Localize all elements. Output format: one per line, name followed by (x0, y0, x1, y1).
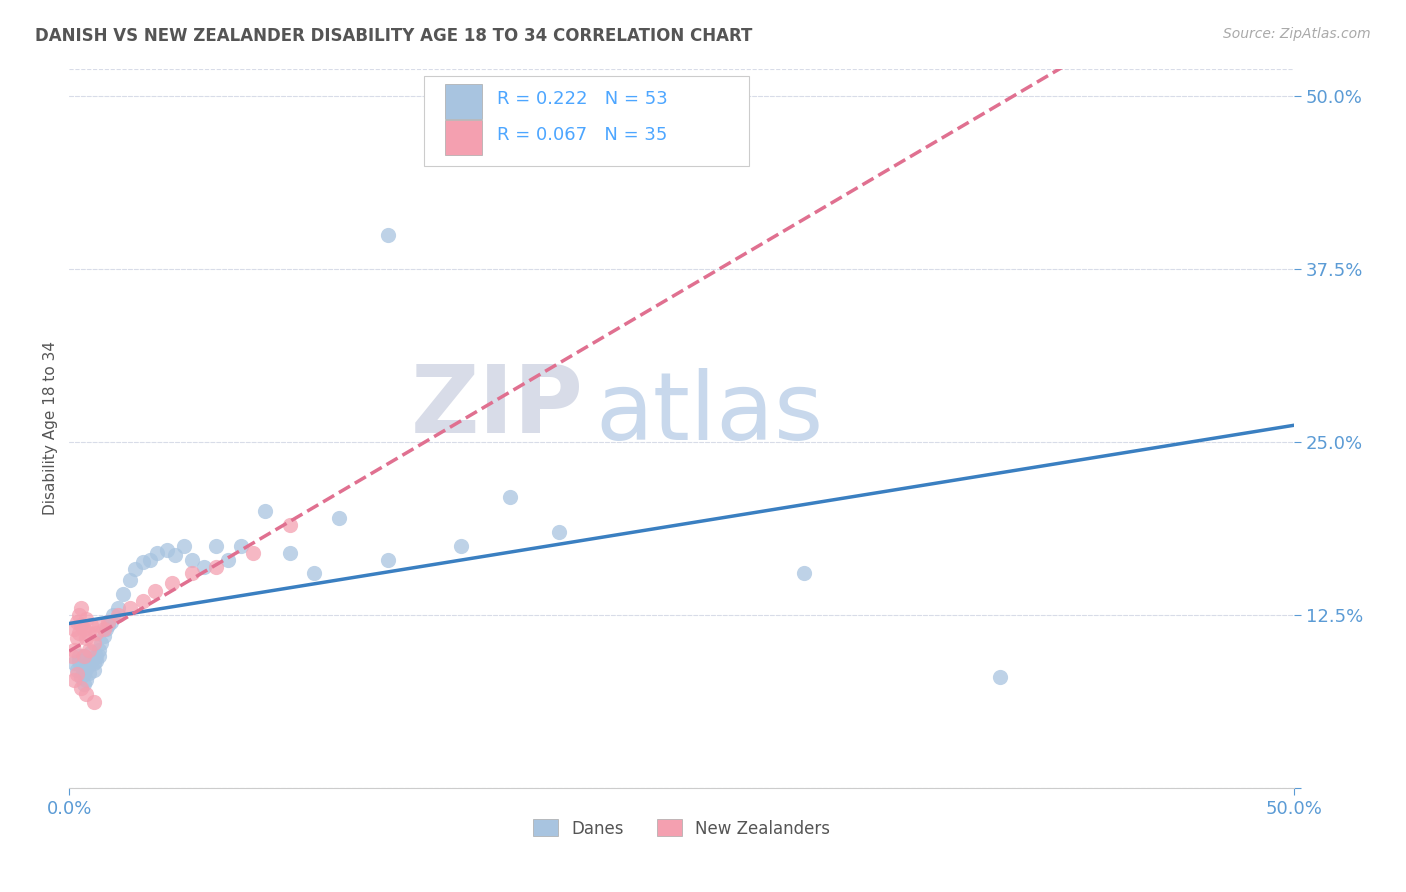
Point (156, 542, 179, 557)
Text: atlas: atlas (596, 368, 824, 459)
Point (988, 670, 1011, 684)
Point (97, 615, 120, 629)
Point (100, 615, 122, 629)
Point (83, 657, 105, 671)
Point (73, 649, 96, 664)
Point (70, 601, 93, 615)
Text: DANISH VS NEW ZEALANDER DISABILITY AGE 18 TO 34 CORRELATION CHART: DANISH VS NEW ZEALANDER DISABILITY AGE 1… (35, 27, 752, 45)
Point (90, 635, 112, 649)
Point (278, 518, 301, 533)
Point (163, 549, 186, 563)
Point (302, 566, 325, 581)
Point (65, 667, 87, 681)
Point (87, 642, 110, 657)
Point (131, 594, 153, 608)
Point (499, 491, 522, 505)
Point (75, 612, 97, 626)
Point (67, 607, 90, 622)
Point (65, 632, 87, 646)
Point (67, 649, 90, 664)
Point (548, 524, 571, 539)
Point (67, 654, 90, 668)
Point (793, 566, 815, 581)
Point (242, 546, 264, 560)
Point (97, 617, 120, 632)
Point (73, 677, 96, 691)
Point (160, 576, 183, 591)
Point (205, 559, 228, 574)
Point (84, 649, 107, 664)
Point (180, 566, 202, 581)
FancyBboxPatch shape (425, 76, 749, 166)
Point (377, 552, 399, 566)
Text: R = 0.067   N = 35: R = 0.067 N = 35 (496, 127, 666, 145)
Point (77, 657, 100, 671)
Point (75, 673, 97, 687)
Point (77, 642, 100, 657)
Legend: Danes, New Zealanders: Danes, New Zealanders (526, 813, 837, 844)
Point (70, 681, 93, 696)
Point (75, 632, 97, 646)
Point (131, 555, 153, 569)
Point (94, 622, 117, 636)
Point (80, 645, 103, 659)
Y-axis label: Disability Age 18 to 34: Disability Age 18 to 34 (44, 341, 58, 516)
Point (278, 546, 301, 560)
Point (107, 601, 129, 615)
Point (65, 663, 87, 677)
Point (87, 649, 110, 664)
Point (205, 539, 228, 553)
Text: ZIP: ZIP (411, 360, 583, 452)
FancyBboxPatch shape (446, 120, 482, 155)
Point (139, 552, 162, 566)
Point (120, 601, 142, 615)
Point (70, 617, 93, 632)
Point (75, 662, 97, 676)
Point (93, 622, 115, 636)
Point (93, 629, 115, 643)
Point (193, 559, 215, 574)
Point (112, 587, 135, 601)
Point (73, 622, 96, 636)
Point (84, 654, 107, 668)
Point (67, 626, 90, 640)
Point (229, 539, 252, 553)
Point (377, 227, 399, 242)
Point (70, 670, 93, 684)
Point (65, 615, 87, 629)
Point (63, 622, 86, 636)
Point (75, 687, 97, 701)
Point (450, 539, 472, 553)
Point (120, 574, 142, 588)
Point (124, 562, 146, 576)
Point (77, 626, 100, 640)
Point (180, 552, 202, 566)
Point (328, 511, 350, 525)
Point (70, 659, 93, 673)
Text: R = 0.222   N = 53: R = 0.222 N = 53 (496, 90, 668, 109)
Point (80, 617, 103, 632)
Point (173, 539, 195, 553)
Point (73, 667, 96, 681)
Point (103, 607, 125, 622)
Point (73, 649, 96, 664)
Point (83, 635, 105, 649)
Point (63, 657, 86, 671)
Point (217, 552, 239, 566)
Point (63, 642, 86, 657)
Point (84, 626, 107, 640)
Point (87, 617, 110, 632)
Point (80, 654, 103, 668)
Point (143, 584, 166, 599)
Point (60, 649, 83, 664)
Point (254, 504, 277, 518)
Point (146, 546, 169, 560)
Text: Source: ZipAtlas.com: Source: ZipAtlas.com (1223, 27, 1371, 41)
Point (77, 666, 100, 681)
Point (107, 607, 129, 622)
Point (83, 695, 105, 709)
FancyBboxPatch shape (446, 85, 482, 119)
Point (63, 673, 86, 687)
Point (83, 663, 105, 677)
